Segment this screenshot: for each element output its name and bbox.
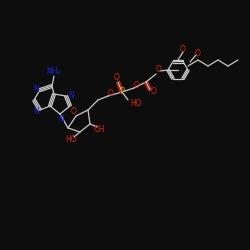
Text: O: O [134, 80, 140, 90]
Text: N: N [68, 92, 74, 100]
Text: OH: OH [93, 124, 105, 134]
Text: O: O [71, 108, 77, 116]
Text: P: P [120, 86, 124, 96]
Text: O: O [108, 90, 114, 98]
Text: HO: HO [130, 98, 142, 108]
Text: NH₂: NH₂ [47, 68, 61, 76]
Text: O: O [114, 72, 120, 82]
Text: N: N [58, 114, 64, 124]
Text: N: N [33, 106, 39, 116]
Text: O: O [180, 46, 186, 54]
Text: N: N [33, 84, 39, 94]
Text: O: O [156, 66, 162, 74]
Text: O: O [151, 88, 157, 96]
Text: HO: HO [65, 134, 77, 143]
Text: O: O [195, 48, 201, 58]
